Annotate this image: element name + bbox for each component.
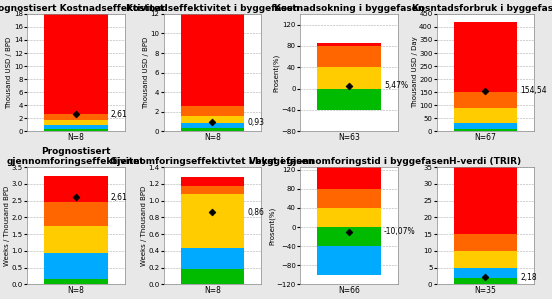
Text: 0,93: 0,93: [247, 118, 264, 126]
Text: 2,61: 2,61: [111, 110, 128, 119]
Y-axis label: Prosent(%): Prosent(%): [269, 207, 275, 245]
Bar: [317, 43, 380, 46]
Title: Gjennomforingseffektivtet i byggefasen: Gjennomforingseffektivtet i byggefasen: [110, 158, 315, 167]
Bar: [317, 246, 380, 275]
Bar: [454, 129, 517, 131]
Bar: [454, 123, 517, 129]
Bar: [181, 186, 244, 194]
Y-axis label: Weeks / Thousand BPD: Weeks / Thousand BPD: [4, 186, 10, 266]
Bar: [454, 22, 517, 92]
Bar: [44, 202, 108, 226]
Bar: [181, 128, 244, 131]
Bar: [44, 226, 108, 253]
Bar: [44, 280, 108, 284]
Title: Prognostisert Kostnadseffektivitet: Prognostisert Kostnadseffektivitet: [0, 4, 164, 13]
Y-axis label: Thousand USD / BPD: Thousand USD / BPD: [143, 36, 149, 109]
Bar: [317, 89, 380, 110]
Bar: [317, 67, 380, 89]
Bar: [317, 208, 380, 227]
Y-axis label: Thousand USD / BPD: Thousand USD / BPD: [7, 36, 12, 109]
Title: Kosntadsforbruk i byggefase: Kosntadsforbruk i byggefase: [412, 4, 552, 13]
Y-axis label: Prosent(%): Prosent(%): [273, 54, 280, 92]
Bar: [181, 194, 244, 248]
Bar: [181, 106, 244, 115]
Bar: [44, 176, 108, 202]
Bar: [317, 227, 380, 246]
Bar: [181, 269, 244, 284]
Bar: [317, 167, 380, 189]
Bar: [454, 234, 517, 251]
Bar: [181, 248, 244, 269]
Bar: [181, 14, 244, 106]
Title: Kostnadsokning i byggefasen: Kostnadsokning i byggefasen: [274, 4, 424, 13]
Bar: [44, 253, 108, 280]
Text: 5,47%: 5,47%: [384, 81, 408, 90]
Bar: [44, 125, 108, 129]
Bar: [44, 14, 108, 114]
Bar: [454, 92, 517, 108]
Text: 0,86: 0,86: [247, 208, 264, 217]
Bar: [44, 120, 108, 125]
Y-axis label: Thousand USD / Day: Thousand USD / Day: [412, 37, 417, 109]
Text: 154,54: 154,54: [521, 86, 547, 95]
Bar: [317, 46, 380, 67]
Bar: [454, 278, 517, 284]
Bar: [44, 114, 108, 120]
Bar: [454, 268, 517, 278]
Y-axis label: Weeks / Thousand BPD: Weeks / Thousand BPD: [141, 186, 147, 266]
Bar: [454, 251, 517, 268]
Bar: [181, 177, 244, 186]
Bar: [454, 161, 517, 234]
Text: 2,61: 2,61: [111, 193, 128, 202]
Bar: [181, 123, 244, 128]
Bar: [44, 129, 108, 131]
Bar: [317, 189, 380, 208]
Title: Prognostisert
gjennomforingseffektivitet: Prognostisert gjennomforingseffektivitet: [7, 147, 145, 167]
Bar: [454, 108, 517, 123]
Bar: [181, 115, 244, 123]
Text: -10,07%: -10,07%: [384, 227, 416, 237]
Title: H-verdi (TRIR): H-verdi (TRIR): [449, 158, 522, 167]
Title: Kostnadseffektivitet i byggefasen: Kostnadseffektivitet i byggefasen: [126, 4, 299, 13]
Title: Vekst i gjennomforingstid i byggefasen: Vekst i gjennomforingstid i byggefasen: [249, 158, 449, 167]
Text: 2,18: 2,18: [521, 273, 537, 282]
